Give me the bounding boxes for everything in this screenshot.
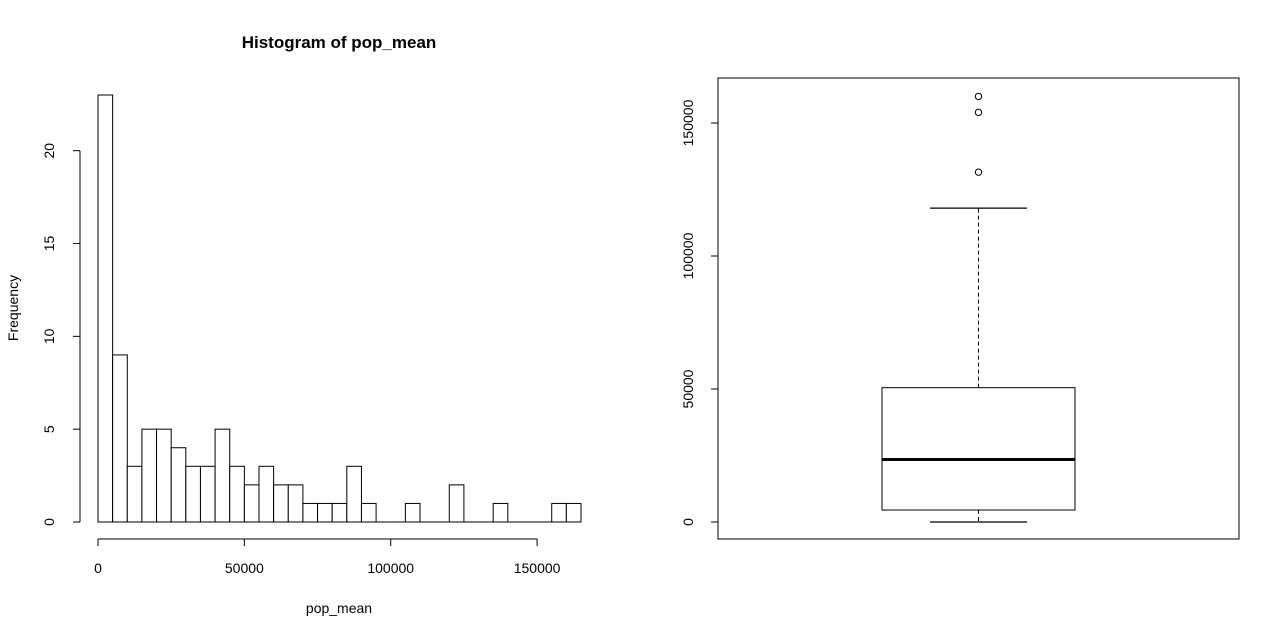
histogram-bar <box>170 447 187 523</box>
boxplot-y-tick-label: 0 <box>680 518 696 526</box>
histogram-x-tick-label: 50000 <box>225 560 264 576</box>
histogram-panel: Histogram of pop_mean pop_mean Frequency… <box>5 33 582 616</box>
histogram-bars <box>97 94 582 523</box>
boxplot-outlier-point <box>974 108 983 117</box>
histogram-bar <box>214 428 231 523</box>
boxplot-box <box>881 387 1076 511</box>
boxplot-y-tick-label: 150000 <box>680 99 696 146</box>
histogram-x-axis: 0 50000 100000 150000 <box>94 538 561 576</box>
histogram-x-tick-label: 150000 <box>514 560 561 576</box>
histogram-y-tick-label: 15 <box>41 236 57 252</box>
boxplot-y-tick-label: 50000 <box>680 369 696 408</box>
histogram-x-axis-label: pop_mean <box>306 600 372 616</box>
histogram-y-axis: 0 5 10 15 20 <box>41 143 81 526</box>
histogram-bar <box>243 484 260 523</box>
histogram-bar <box>346 465 362 523</box>
histogram-bar <box>551 502 567 523</box>
boxplot-y-tick-label: 100000 <box>680 232 696 279</box>
histogram-x-tick-label: 0 <box>94 560 102 576</box>
histogram-title: Histogram of pop_mean <box>242 33 437 52</box>
boxplot-marks <box>881 92 1076 523</box>
histogram-bar <box>229 465 245 523</box>
boxplot-y-axis: 0 50000 100000 150000 <box>680 99 719 526</box>
histogram-bar <box>317 502 333 523</box>
histogram-bar <box>448 484 465 523</box>
histogram-bar <box>565 502 582 523</box>
histogram-bar <box>360 502 377 523</box>
histogram-y-tick-label: 0 <box>41 518 57 526</box>
histogram-bar <box>492 502 509 523</box>
histogram-bar <box>97 94 114 523</box>
histogram-bar <box>199 465 216 523</box>
histogram-bar <box>404 502 421 523</box>
histogram-bar <box>287 484 304 523</box>
histogram-bar <box>273 484 289 523</box>
histogram-y-tick-label: 20 <box>41 143 57 159</box>
histogram-y-tick-label: 5 <box>41 425 57 433</box>
histogram-bar <box>141 428 158 523</box>
histogram-bar <box>185 465 201 523</box>
histogram-bar <box>112 354 128 523</box>
histogram-bar <box>156 428 172 523</box>
histogram-bar <box>331 502 348 523</box>
histogram-y-axis-label: Frequency <box>5 275 21 341</box>
histogram-bar <box>258 465 275 523</box>
histogram-bar <box>302 502 319 523</box>
histogram-y-tick-label: 10 <box>41 328 57 344</box>
boxplot-outlier-point <box>974 168 983 176</box>
boxplot-panel: 0 50000 100000 150000 <box>680 77 1240 540</box>
histogram-x-tick-label: 100000 <box>367 560 414 576</box>
boxplot-outlier-point <box>974 92 983 101</box>
histogram-bar <box>126 465 143 523</box>
